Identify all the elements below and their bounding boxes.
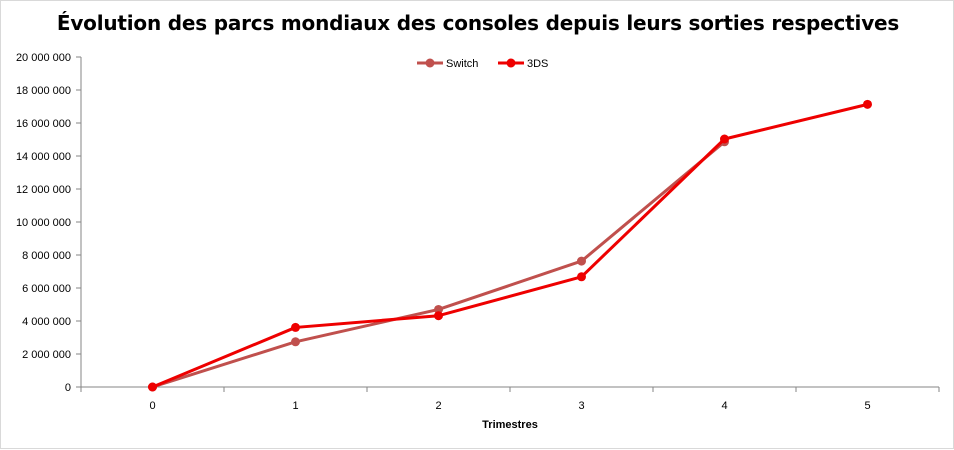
- data-point-3ds: [291, 322, 300, 332]
- y-tick-label: 0: [65, 382, 71, 394]
- x-tick-label: 1: [292, 400, 298, 412]
- data-point-3ds: [863, 99, 872, 109]
- x-tick-label: 3: [578, 400, 584, 412]
- data-point-switch: [291, 337, 300, 347]
- y-tick-label: 14 000 000: [16, 151, 71, 163]
- x-axis-title: Trimestres: [482, 419, 538, 431]
- y-tick-label: 18 000 000: [16, 85, 71, 97]
- legend-marker-3ds: [506, 58, 516, 68]
- x-tick-label: 0: [149, 400, 155, 412]
- chart-title: Évolution des parcs mondiaux des console…: [56, 11, 900, 35]
- legend-label-3ds: 3DS: [527, 58, 548, 70]
- legend-marker-switch: [425, 58, 435, 68]
- y-tick-label: 12 000 000: [16, 184, 71, 196]
- y-tick-label: 2 000 000: [22, 349, 71, 361]
- y-tick-label: 20 000 000: [16, 52, 71, 64]
- y-tick-label: 6 000 000: [22, 283, 71, 295]
- data-point-switch: [577, 256, 586, 266]
- data-point-switch: [434, 304, 443, 314]
- series-line-3ds: [151, 102, 868, 389]
- x-tick-label: 2: [435, 400, 441, 412]
- data-point-3ds: [720, 134, 729, 144]
- y-tick-label: 16 000 000: [16, 118, 71, 130]
- data-point-3ds: [434, 311, 443, 321]
- y-tick-label: 8 000 000: [22, 250, 71, 262]
- y-tick-label: 10 000 000: [16, 217, 71, 229]
- data-point-3ds: [148, 382, 157, 392]
- legend-label-switch: Switch: [446, 58, 478, 70]
- y-tick-label: 4 000 000: [22, 316, 71, 328]
- x-tick-label: 5: [864, 400, 870, 412]
- data-point-3ds: [577, 272, 586, 282]
- x-tick-label: 4: [721, 400, 727, 412]
